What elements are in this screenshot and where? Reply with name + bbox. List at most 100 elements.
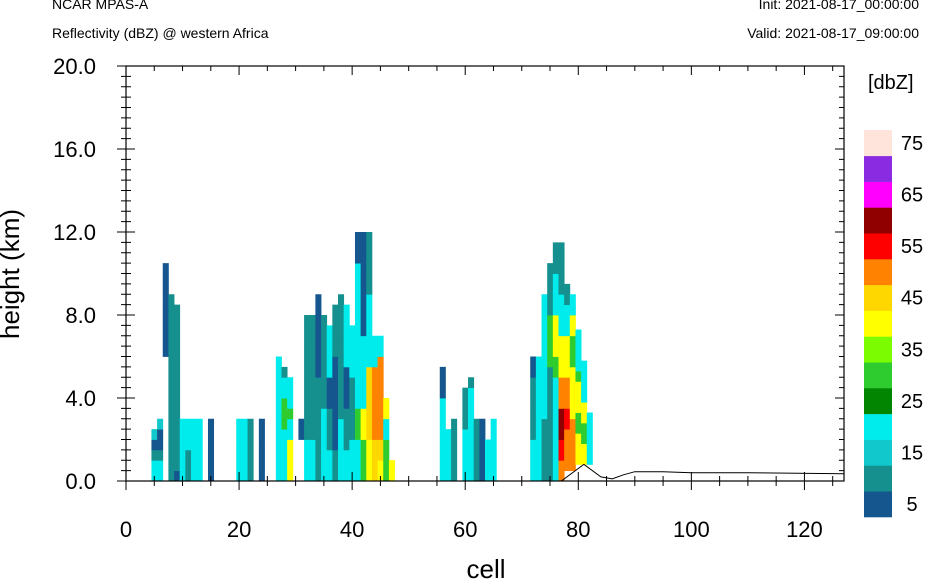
- reflectivity-cell: [304, 418, 311, 430]
- reflectivity-cell: [575, 350, 582, 362]
- reflectivity-cell: [547, 346, 554, 357]
- reflectivity-cell: [360, 304, 367, 316]
- reflectivity-cell: [547, 429, 554, 440]
- reflectivity-cell: [558, 346, 565, 357]
- reflectivity-cell: [162, 304, 169, 316]
- reflectivity-cell: [315, 366, 322, 378]
- reflectivity-cell: [552, 283, 559, 295]
- reflectivity-cell: [439, 460, 446, 472]
- reflectivity-cell: [490, 418, 497, 430]
- reflectivity-cell: [541, 429, 548, 440]
- reflectivity-cell: [575, 433, 582, 445]
- reflectivity-cell: [360, 366, 367, 378]
- terrain-profile: [126, 463, 845, 482]
- reflectivity-cell: [326, 408, 333, 420]
- reflectivity-cell: [383, 429, 390, 440]
- reflectivity-cell: [304, 346, 311, 357]
- reflectivity-cell: [462, 398, 469, 409]
- reflectivity-cell: [569, 460, 576, 472]
- reflectivity-cell: [581, 371, 588, 382]
- reflectivity-cell: [174, 325, 181, 337]
- reflectivity-cell: [304, 377, 311, 389]
- reflectivity-cell: [547, 387, 554, 399]
- reflectivity-cell: [179, 460, 186, 472]
- reflectivity-cell: [564, 429, 571, 440]
- reflectivity-cell: [371, 449, 378, 461]
- reflectivity-cell: [275, 408, 282, 420]
- reflectivity-cell: [354, 429, 362, 440]
- reflectivity-cell: [338, 304, 345, 316]
- reflectivity-cell: [151, 449, 158, 461]
- reflectivity-cell: [315, 470, 322, 482]
- reflectivity-cell: [236, 439, 243, 451]
- reflectivity-cell: [157, 429, 164, 440]
- reflectivity-cell: [304, 335, 311, 347]
- reflectivity-cell: [547, 408, 554, 420]
- reflectivity-cell: [371, 356, 378, 368]
- reflectivity-cell: [547, 418, 554, 430]
- reflectivity-cell: [258, 460, 265, 472]
- reflectivity-cell: [564, 335, 571, 347]
- colorbar-band: [864, 336, 892, 363]
- reflectivity-cell: [569, 366, 576, 378]
- reflectivity-cell: [258, 470, 265, 482]
- reflectivity-cell: [366, 398, 373, 409]
- reflectivity-cell: [485, 439, 492, 451]
- reflectivity-cell: [354, 346, 362, 357]
- reflectivity-cell: [360, 418, 367, 430]
- reflectivity-cell: [332, 325, 339, 337]
- reflectivity-cell: [196, 418, 203, 430]
- reflectivity-cell: [569, 325, 576, 337]
- reflectivity-cell: [366, 252, 373, 264]
- reflectivity-cell: [541, 460, 548, 472]
- reflectivity-cell: [581, 412, 588, 424]
- reflectivity-cell: [326, 418, 333, 430]
- reflectivity-cell: [338, 335, 345, 347]
- reflectivity-cell: [558, 304, 565, 316]
- reflectivity-cell: [371, 439, 378, 451]
- reflectivity-cell: [558, 408, 565, 420]
- reflectivity-cell: [552, 346, 559, 357]
- reflectivity-cell: [174, 439, 181, 451]
- reflectivity-cell: [332, 377, 339, 389]
- reflectivity-cell: [162, 315, 169, 326]
- reflectivity-cell: [547, 283, 554, 295]
- reflectivity-cell: [354, 387, 362, 399]
- reflectivity-cell: [247, 418, 254, 430]
- reflectivity-cell: [360, 252, 367, 264]
- reflectivity-cell: [338, 460, 345, 472]
- reflectivity-cell: [581, 422, 588, 434]
- reflectivity-cell: [321, 315, 328, 326]
- reflectivity-cell: [490, 449, 497, 461]
- reflectivity-cell: [451, 439, 458, 451]
- reflectivity-cell: [275, 377, 282, 389]
- terrain-line: [126, 463, 845, 482]
- reflectivity-cell: [569, 315, 576, 326]
- reflectivity-cell: [281, 408, 288, 420]
- reflectivity-cell: [321, 439, 328, 451]
- reflectivity-cell: [315, 325, 322, 337]
- reflectivity-cell: [451, 470, 458, 482]
- valid-time: Valid: 2021-08-17_09:00:00: [747, 25, 919, 41]
- reflectivity-cell: [366, 232, 373, 243]
- reflectivity-cell: [174, 377, 181, 389]
- reflectivity-cell: [287, 449, 294, 461]
- reflectivity-cell: [558, 470, 565, 482]
- reflectivity-cell: [552, 325, 559, 337]
- reflectivity-cell: [473, 449, 480, 461]
- reflectivity-cell: [287, 460, 294, 472]
- reflectivity-cell: [564, 366, 571, 378]
- reflectivity-cell: [371, 366, 378, 378]
- reflectivity-cell: [569, 408, 576, 420]
- reflectivity-cell: [552, 398, 559, 409]
- reflectivity-cell: [304, 439, 311, 451]
- reflectivity-cell: [451, 449, 458, 461]
- reflectivity-cell: [564, 460, 571, 472]
- reflectivity-cell: [552, 304, 559, 316]
- reflectivity-cell: [371, 335, 378, 347]
- reflectivity-cell: [479, 449, 486, 461]
- reflectivity-cell: [275, 460, 282, 472]
- reflectivity-cell: [371, 470, 378, 482]
- reflectivity-cell: [332, 304, 339, 316]
- reflectivity-cell: [281, 398, 288, 409]
